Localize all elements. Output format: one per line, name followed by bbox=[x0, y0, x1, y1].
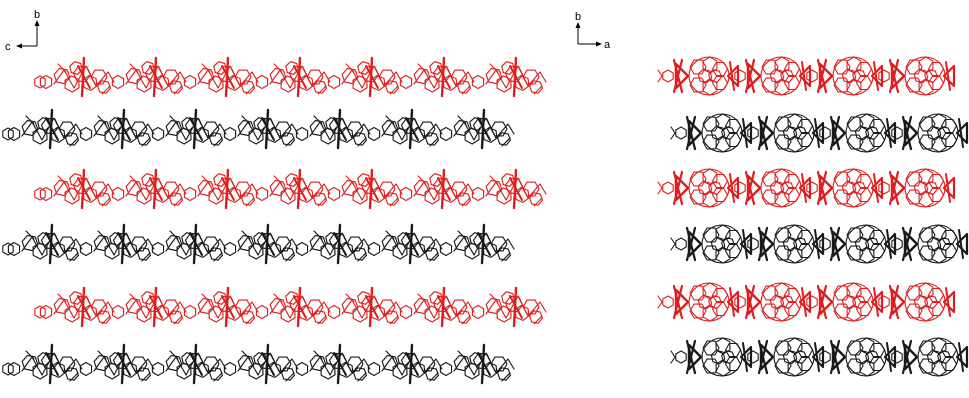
right-chain-unit bbox=[747, 224, 825, 264]
right-chain-unit bbox=[891, 224, 969, 264]
left-chain-unit bbox=[255, 286, 331, 328]
left-chain-row-5 bbox=[34, 286, 547, 328]
left-chain-unit bbox=[111, 56, 187, 98]
left-chain-unit bbox=[39, 286, 115, 328]
right-chain-unit bbox=[806, 56, 884, 96]
right-chain-row-6 bbox=[670, 337, 969, 377]
left-chain-unit bbox=[79, 223, 155, 265]
right-chain-unit bbox=[878, 282, 956, 322]
left-chain-unit bbox=[183, 286, 259, 328]
left-chain-unit bbox=[7, 343, 83, 385]
right-chain-unit bbox=[675, 224, 753, 264]
left-chain-unit bbox=[399, 56, 475, 98]
left-chain-row-6 bbox=[2, 343, 515, 385]
left-chain-unit bbox=[7, 108, 83, 150]
right-chain-unit bbox=[747, 113, 825, 153]
left-chain-row-4 bbox=[2, 223, 515, 265]
left-chain-unit bbox=[295, 343, 371, 385]
right-chain-unit bbox=[891, 337, 969, 377]
left-chain-unit bbox=[151, 223, 227, 265]
left-chain-unit bbox=[327, 168, 403, 210]
left-chain-unit bbox=[399, 168, 475, 210]
right-panel-chains bbox=[657, 56, 969, 377]
left-chain-row-1 bbox=[34, 56, 547, 98]
left-chain-unit bbox=[439, 343, 515, 385]
left-chain-unit bbox=[255, 56, 331, 98]
left-chain-unit bbox=[327, 56, 403, 98]
left-chain-unit bbox=[7, 223, 83, 265]
right-chain-unit bbox=[675, 337, 753, 377]
left-axis-b-label: b bbox=[34, 9, 40, 21]
right-chain-unit bbox=[819, 224, 897, 264]
left-chain-unit bbox=[295, 108, 371, 150]
right-chain-row-1 bbox=[657, 56, 956, 96]
right-chain-unit bbox=[878, 56, 956, 96]
left-chain-unit bbox=[327, 286, 403, 328]
left-chain-unit bbox=[367, 223, 443, 265]
right-axis-b-label: b bbox=[575, 11, 581, 23]
left-chain-unit bbox=[439, 223, 515, 265]
right-chain-unit bbox=[734, 168, 812, 208]
left-chain-unit bbox=[39, 56, 115, 98]
left-chain-unit bbox=[223, 343, 299, 385]
right-chain-row-3 bbox=[657, 168, 956, 208]
left-axis-c-label: c bbox=[5, 41, 11, 53]
right-chain-unit bbox=[819, 337, 897, 377]
left-chain-unit bbox=[439, 108, 515, 150]
right-axis-a-label: a bbox=[604, 39, 611, 51]
left-chain-unit bbox=[255, 168, 331, 210]
left-chain-unit bbox=[471, 56, 547, 98]
left-panel-chains bbox=[2, 56, 547, 385]
left-chain-unit bbox=[79, 108, 155, 150]
left-chain-unit bbox=[111, 168, 187, 210]
right-chain-row-4 bbox=[670, 224, 969, 264]
right-chain-row-5 bbox=[657, 282, 956, 322]
right-chain-unit bbox=[662, 282, 740, 322]
right-chain-unit bbox=[806, 168, 884, 208]
left-axis-indicator: b c bbox=[5, 9, 40, 53]
right-chain-unit bbox=[806, 282, 884, 322]
left-chain-unit bbox=[367, 343, 443, 385]
left-chain-unit bbox=[295, 223, 371, 265]
left-chain-unit bbox=[183, 168, 259, 210]
left-chain-unit bbox=[151, 108, 227, 150]
left-chain-unit bbox=[79, 343, 155, 385]
right-chain-unit bbox=[662, 168, 740, 208]
left-chain-unit bbox=[223, 223, 299, 265]
left-chain-row-3 bbox=[34, 168, 547, 210]
left-chain-unit bbox=[471, 286, 547, 328]
left-chain-unit bbox=[183, 56, 259, 98]
right-chain-unit bbox=[734, 282, 812, 322]
right-chain-unit bbox=[734, 56, 812, 96]
right-chain-unit bbox=[747, 337, 825, 377]
right-chain-unit bbox=[891, 113, 969, 153]
left-chain-unit bbox=[399, 286, 475, 328]
right-axis-indicator: b a bbox=[575, 11, 611, 51]
right-chain-unit bbox=[878, 168, 956, 208]
right-chain-unit bbox=[819, 113, 897, 153]
left-chain-unit bbox=[223, 108, 299, 150]
left-chain-unit bbox=[367, 108, 443, 150]
left-chain-unit bbox=[151, 343, 227, 385]
right-chain-row-2 bbox=[670, 113, 969, 153]
left-chain-row-2 bbox=[2, 108, 515, 150]
right-chain-unit bbox=[675, 113, 753, 153]
left-chain-unit bbox=[111, 286, 187, 328]
left-chain-unit bbox=[471, 168, 547, 210]
right-chain-unit bbox=[662, 56, 740, 96]
left-chain-unit bbox=[39, 168, 115, 210]
